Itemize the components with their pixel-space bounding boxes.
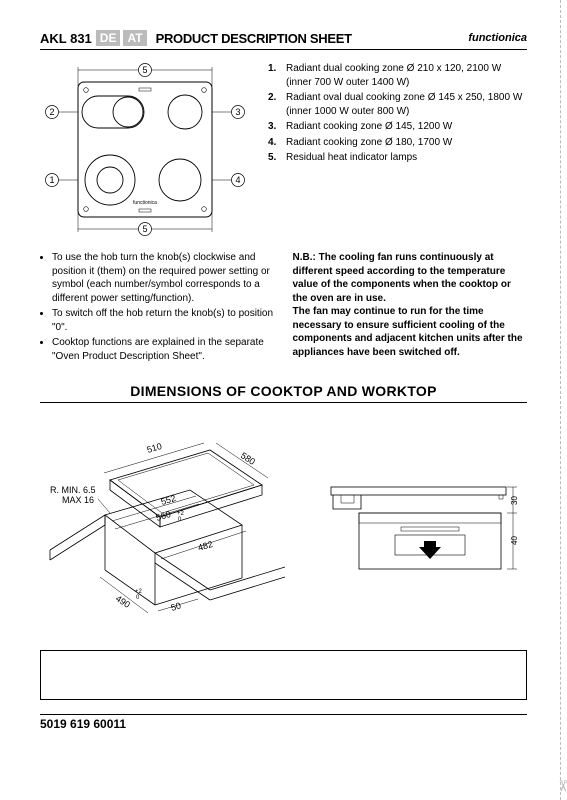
model-number: AKL 831 [40,31,92,46]
legend-num: 5. [268,151,286,165]
dim-40: 40 [510,536,519,545]
header: AKL 831 DE AT PRODUCT DESCRIPTION SHEET … [40,30,527,50]
dim-580: 580 [239,450,257,467]
legend-item: 1. Radiant dual cooking zone Ø 210 x 120… [268,62,527,89]
brand-logo: functionica [468,32,527,44]
dim-560: 560 [155,509,172,523]
legend-text: Radiant cooking zone Ø 180, 1700 W [286,136,452,150]
legend-text: Residual heat indicator lamps [286,151,417,165]
cooktop-diagram: 5 5 2 3 1 4 [40,62,250,237]
svg-text:functionica: functionica [133,200,157,206]
svg-text:3: 3 [235,107,240,117]
svg-text:2: 2 [49,107,54,117]
svg-text:4: 4 [235,175,240,185]
sheet-title: PRODUCT DESCRIPTION SHEET [156,31,352,46]
instruction-columns: To use the hob turn the knob(s) clockwis… [40,251,527,365]
badge-at: AT [123,30,146,46]
legend-text: Radiant dual cooking zone Ø 210 x 120, 2… [286,62,527,89]
legend-num: 4. [268,136,286,150]
label-5-top: 5 [142,65,147,75]
zone-legend: 1. Radiant dual cooking zone Ø 210 x 120… [268,62,527,237]
blank-box [40,650,527,700]
legend-item: 4. Radiant cooking zone Ø 180, 1700 W [268,136,527,150]
legend-num: 2. [268,91,286,118]
bullet: To use the hob turn the knob(s) clockwis… [52,251,275,305]
footer-partno: 5019 619 60011 [40,714,527,731]
legend-item: 3. Radiant cooking zone Ø 145, 1200 W [268,120,527,134]
dim-490: 490 [114,593,132,610]
section-title: DIMENSIONS OF COOKTOP AND WORKTOP [40,383,527,403]
instructions-left: To use the hob turn the knob(s) clockwis… [40,251,275,365]
dim-552: 552 [160,493,177,507]
nb-note: N.B.: The cooling fan runs continuously … [293,251,528,365]
legend-text: Radiant cooking zone Ø 145, 1200 W [286,120,452,134]
legend-text: Radiant oval dual cooking zone Ø 145 x 2… [286,91,527,118]
bullet: To switch off the hob return the knob(s)… [52,307,275,334]
bullet: Cooktop functions are explained in the s… [52,336,275,363]
dimension-side-view: 30 40 [315,475,527,595]
perforation-line [560,0,561,800]
dim-482: 482 [197,539,214,553]
scissors-icon: ✂ [552,779,567,792]
legend-num: 1. [268,62,286,89]
label-5-bottom: 5 [142,224,147,234]
dimension-isometric: 510 580 [40,415,295,630]
top-row: 5 5 2 3 1 4 [40,62,527,237]
legend-item: 5. Residual heat indicator lamps [268,151,527,165]
legend-item: 2. Radiant oval dual cooking zone Ø 145 … [268,91,527,118]
dimension-drawings: 510 580 [40,415,527,630]
badge-de: DE [96,30,121,46]
tol-0b: 0 [136,595,140,601]
svg-text:1: 1 [49,175,54,185]
dim-50: 50 [170,600,183,612]
dim-30: 30 [510,496,519,505]
legend-num: 3. [268,120,286,134]
dim-max16: MAX 16 [62,495,94,505]
dim-rmin: R. MIN. 6.5 [50,485,96,495]
dim-510: 510 [146,441,163,455]
